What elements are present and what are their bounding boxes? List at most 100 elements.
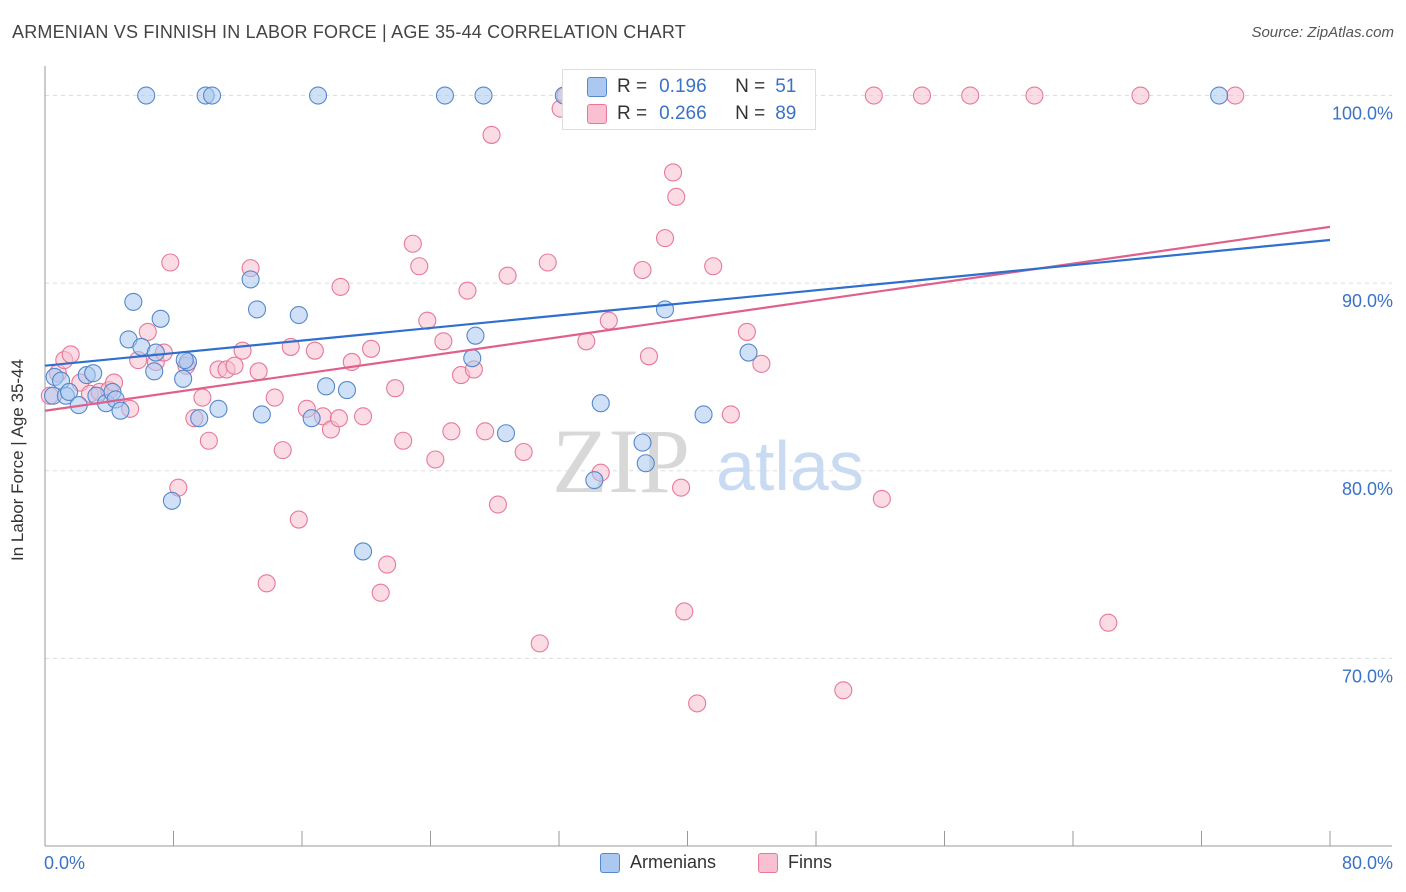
armenians-point[interactable]: [84, 364, 103, 383]
finns-point[interactable]: [488, 495, 508, 514]
finns-point[interactable]: [434, 332, 453, 351]
armenians-point[interactable]: [694, 405, 713, 424]
finns-point[interactable]: [305, 341, 324, 360]
finns-point[interactable]: [737, 322, 756, 341]
finns-point[interactable]: [530, 634, 549, 653]
finns-point[interactable]: [482, 125, 501, 144]
armenians-point[interactable]: [337, 381, 357, 400]
finns-point[interactable]: [538, 253, 557, 272]
r-label: R =: [617, 103, 648, 124]
finns-point[interactable]: [353, 407, 373, 426]
armenians-point[interactable]: [435, 86, 455, 105]
armenians-point[interactable]: [633, 433, 652, 452]
armenians-point[interactable]: [1210, 86, 1229, 105]
finns-point[interactable]: [403, 234, 422, 253]
finns-point[interactable]: [1131, 86, 1150, 105]
finns-point[interactable]: [639, 347, 659, 366]
finns-point[interactable]: [249, 362, 268, 381]
finns-point[interactable]: [675, 602, 694, 621]
finns-point[interactable]: [61, 345, 80, 364]
armenians-point[interactable]: [174, 369, 193, 388]
finns-point[interactable]: [329, 409, 348, 428]
finns-point[interactable]: [672, 478, 691, 497]
finns-point[interactable]: [476, 422, 495, 441]
armenians-point[interactable]: [111, 401, 130, 420]
armenians-point[interactable]: [309, 86, 328, 105]
finns-point[interactable]: [458, 281, 477, 300]
finns-point[interactable]: [704, 257, 723, 276]
finns-point[interactable]: [498, 266, 517, 285]
armenians-point[interactable]: [175, 351, 194, 370]
armenians-point[interactable]: [353, 542, 373, 561]
armenians-point[interactable]: [317, 377, 336, 396]
finns-point[interactable]: [667, 187, 686, 206]
armenians-point[interactable]: [137, 86, 156, 105]
finns-point[interactable]: [599, 311, 618, 330]
armenians-point[interactable]: [302, 409, 321, 428]
armenians-swatch: [587, 77, 607, 97]
finns-point[interactable]: [577, 332, 596, 351]
legend-item-armenians[interactable]: Armenians: [600, 852, 716, 873]
finns-point[interactable]: [633, 260, 652, 280]
armenians-point[interactable]: [60, 382, 79, 402]
armenians-point[interactable]: [463, 349, 482, 368]
armenians-point[interactable]: [124, 292, 143, 311]
finns-point[interactable]: [1025, 86, 1044, 105]
finns-point[interactable]: [394, 431, 413, 450]
finns-point[interactable]: [872, 489, 891, 508]
finns-point[interactable]: [199, 431, 218, 450]
armenians-point[interactable]: [739, 343, 758, 362]
finns-point[interactable]: [655, 229, 675, 248]
finns-point[interactable]: [265, 388, 284, 407]
armenians-point[interactable]: [474, 86, 493, 105]
chart-title: ARMENIAN VS FINNISH IN LABOR FORCE | AGE…: [12, 22, 686, 42]
finns-point[interactable]: [1226, 86, 1245, 105]
finns-point[interactable]: [410, 257, 429, 276]
finns-point[interactable]: [362, 339, 381, 358]
finns-point[interactable]: [193, 388, 212, 407]
finns-point[interactable]: [161, 253, 180, 272]
finns-point[interactable]: [378, 555, 397, 574]
finns-point[interactable]: [514, 442, 533, 462]
armenians-point[interactable]: [209, 399, 228, 418]
finns-point[interactable]: [442, 422, 461, 441]
finns-point[interactable]: [273, 441, 292, 460]
finns-point[interactable]: [721, 405, 740, 424]
finns-point[interactable]: [426, 450, 445, 469]
finns-point[interactable]: [138, 322, 157, 341]
armenians-point[interactable]: [585, 471, 604, 490]
finns-point[interactable]: [961, 86, 980, 105]
finns-point[interactable]: [386, 379, 405, 398]
armenians-point[interactable]: [466, 326, 485, 345]
armenians-point[interactable]: [252, 405, 271, 424]
armenians-point[interactable]: [162, 491, 181, 510]
armenians-point[interactable]: [190, 409, 209, 428]
legend-item-finns[interactable]: Finns: [758, 852, 832, 873]
finns-point[interactable]: [688, 694, 707, 713]
armenians-point[interactable]: [289, 305, 308, 325]
x-tick-label: 80.0%: [1342, 853, 1393, 873]
armenians-point[interactable]: [636, 454, 655, 473]
armenians-point[interactable]: [247, 300, 267, 319]
finns-point[interactable]: [225, 356, 244, 375]
armenians-point[interactable]: [496, 424, 516, 443]
finns-point[interactable]: [331, 277, 350, 296]
finns-point[interactable]: [257, 574, 276, 593]
armenians-point[interactable]: [151, 309, 170, 328]
armenians-point[interactable]: [203, 86, 222, 105]
finns-point[interactable]: [371, 583, 390, 602]
finns-point[interactable]: [752, 354, 771, 373]
watermark-atlas: atlas: [716, 427, 864, 505]
finns-point[interactable]: [864, 86, 883, 105]
finns-point[interactable]: [663, 163, 683, 182]
armenians-point[interactable]: [145, 362, 164, 381]
finns-point[interactable]: [1099, 613, 1118, 632]
armenians-point[interactable]: [591, 394, 610, 413]
finns-point[interactable]: [912, 86, 932, 105]
armenians-point[interactable]: [241, 270, 260, 289]
finns-point[interactable]: [834, 681, 853, 700]
y-tick-label: 100.0%: [1332, 104, 1393, 124]
finns-point[interactable]: [289, 510, 308, 529]
armenians-point[interactable]: [146, 343, 165, 362]
y-tick-label: 80.0%: [1342, 479, 1393, 499]
